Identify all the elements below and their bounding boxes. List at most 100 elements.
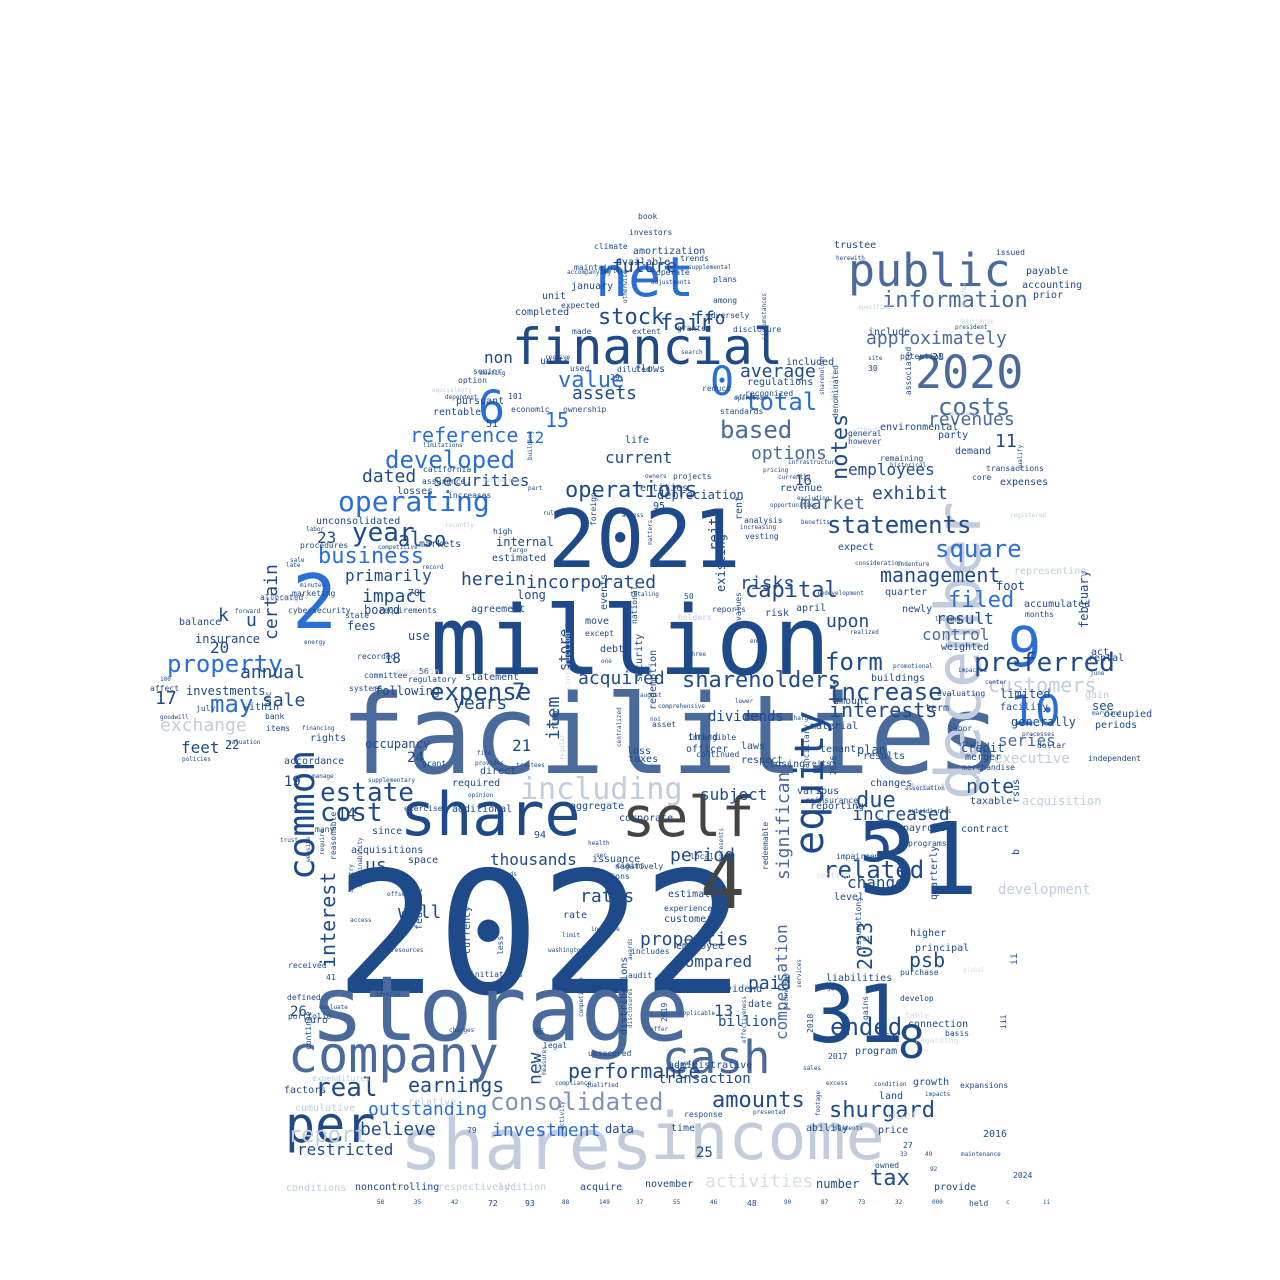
word-32: operations (565, 478, 698, 503)
word-551: infrastructure (788, 459, 839, 466)
word-389: claims (616, 861, 645, 870)
word-77: reference (410, 423, 519, 447)
word-99: incorporated (526, 572, 657, 593)
word-392: high (493, 527, 513, 536)
word-434: condition (874, 1081, 907, 1088)
word-351: 50 (684, 592, 694, 601)
word-219: impairment (836, 852, 885, 861)
word-499: limit (562, 932, 581, 939)
word-533: june (1090, 670, 1105, 677)
word-236: number (816, 1177, 860, 1191)
word-154: markets (419, 539, 462, 550)
word-329: defined (287, 993, 321, 1002)
word-508: technology (783, 972, 790, 1009)
word-198: months (1025, 610, 1054, 619)
word-288: loss (627, 746, 652, 757)
word-217: payroll (903, 823, 946, 834)
word-544: includes (631, 947, 670, 956)
word-115: change (847, 873, 905, 892)
word-51: total (745, 388, 818, 416)
word-223: liabilities (826, 973, 893, 984)
word-356: 2026 (829, 755, 838, 775)
word-376: limitations (423, 442, 463, 449)
word-259: estimates (668, 889, 723, 900)
word-261: customer (664, 914, 713, 925)
word-4: 2021 (548, 493, 741, 586)
word-569: 55 (673, 1199, 681, 1206)
word-518: inc (264, 691, 273, 706)
word-146: 19 (284, 774, 301, 790)
word-314: among (713, 296, 738, 305)
word-385: regulatory (408, 675, 457, 684)
word-149: insurance (195, 632, 261, 646)
word-323: state (345, 611, 370, 620)
word-7: 31 (808, 968, 905, 1061)
word-496: negatively (615, 862, 664, 871)
word-68: due (856, 788, 896, 813)
word-180: completed (515, 307, 570, 318)
word-316: granted (677, 324, 711, 333)
word-172: entities (640, 483, 689, 494)
word-215: taxable (970, 796, 1013, 807)
word-564: 72 (488, 1199, 498, 1208)
word-108: paid (748, 973, 792, 994)
word-478: building (527, 431, 534, 460)
word-566: 88 (562, 1199, 570, 1206)
word-234: time (671, 1123, 696, 1134)
word-45: increase (827, 678, 943, 706)
word-31: operating (338, 485, 490, 518)
word-396: reduce (702, 384, 731, 393)
word-297: vesting (745, 532, 779, 541)
word-286: continued (696, 750, 740, 759)
word-231: price (878, 1125, 909, 1136)
word-422: require (319, 829, 326, 855)
word-341: 2024 (1013, 1171, 1033, 1180)
word-1: facilities (340, 671, 1003, 799)
word-504: health (588, 840, 610, 847)
word-555: 100 (160, 676, 171, 683)
word-271: corporate (619, 813, 674, 824)
word-201: buildings (871, 673, 926, 684)
word-232: ability (806, 1123, 849, 1134)
word-127: k (218, 605, 229, 626)
word-264: date (748, 999, 773, 1010)
word-135: 14 (337, 804, 357, 823)
word-313: disclosure (733, 325, 782, 334)
word-302: revenue (780, 483, 823, 494)
word-133: 20 (210, 638, 230, 657)
word-552: labor (306, 526, 325, 533)
word-89: also (398, 527, 447, 551)
word-348: 101 (508, 392, 523, 401)
word-539: access (350, 917, 372, 924)
word-576: 000 (932, 1199, 943, 1206)
word-123: billion (718, 1014, 778, 1030)
word-342: 27 (903, 1141, 913, 1150)
word-338: evaluating (937, 689, 986, 698)
word-254: direct (480, 766, 517, 777)
word-507: services (796, 959, 803, 988)
word-11: self (622, 785, 755, 849)
word-9: income (650, 1100, 885, 1175)
word-116: series (998, 731, 1056, 750)
word-176: available (616, 257, 671, 268)
word-40: year (352, 518, 415, 548)
word-446: effect (958, 741, 980, 748)
word-265: rate (563, 910, 588, 921)
word-253: required (452, 778, 501, 789)
word-500: washington (548, 947, 585, 954)
word-240: acquire (580, 1182, 623, 1193)
word-247: initiatives (470, 970, 523, 979)
word-130: period (670, 845, 736, 866)
word-221: higher (910, 928, 947, 939)
word-29: consolidated (490, 1088, 664, 1116)
word-194: foot (996, 579, 1025, 593)
word-181: unit (542, 291, 567, 302)
word-312: standards (720, 407, 764, 416)
word-152: fees (347, 619, 376, 633)
word-428: qualified (586, 1082, 619, 1089)
word-574: 73 (858, 1199, 866, 1206)
word-333: within (243, 702, 280, 713)
word-177: option (458, 376, 487, 385)
word-72: note (966, 774, 1015, 798)
word-506: footage (815, 1090, 822, 1116)
